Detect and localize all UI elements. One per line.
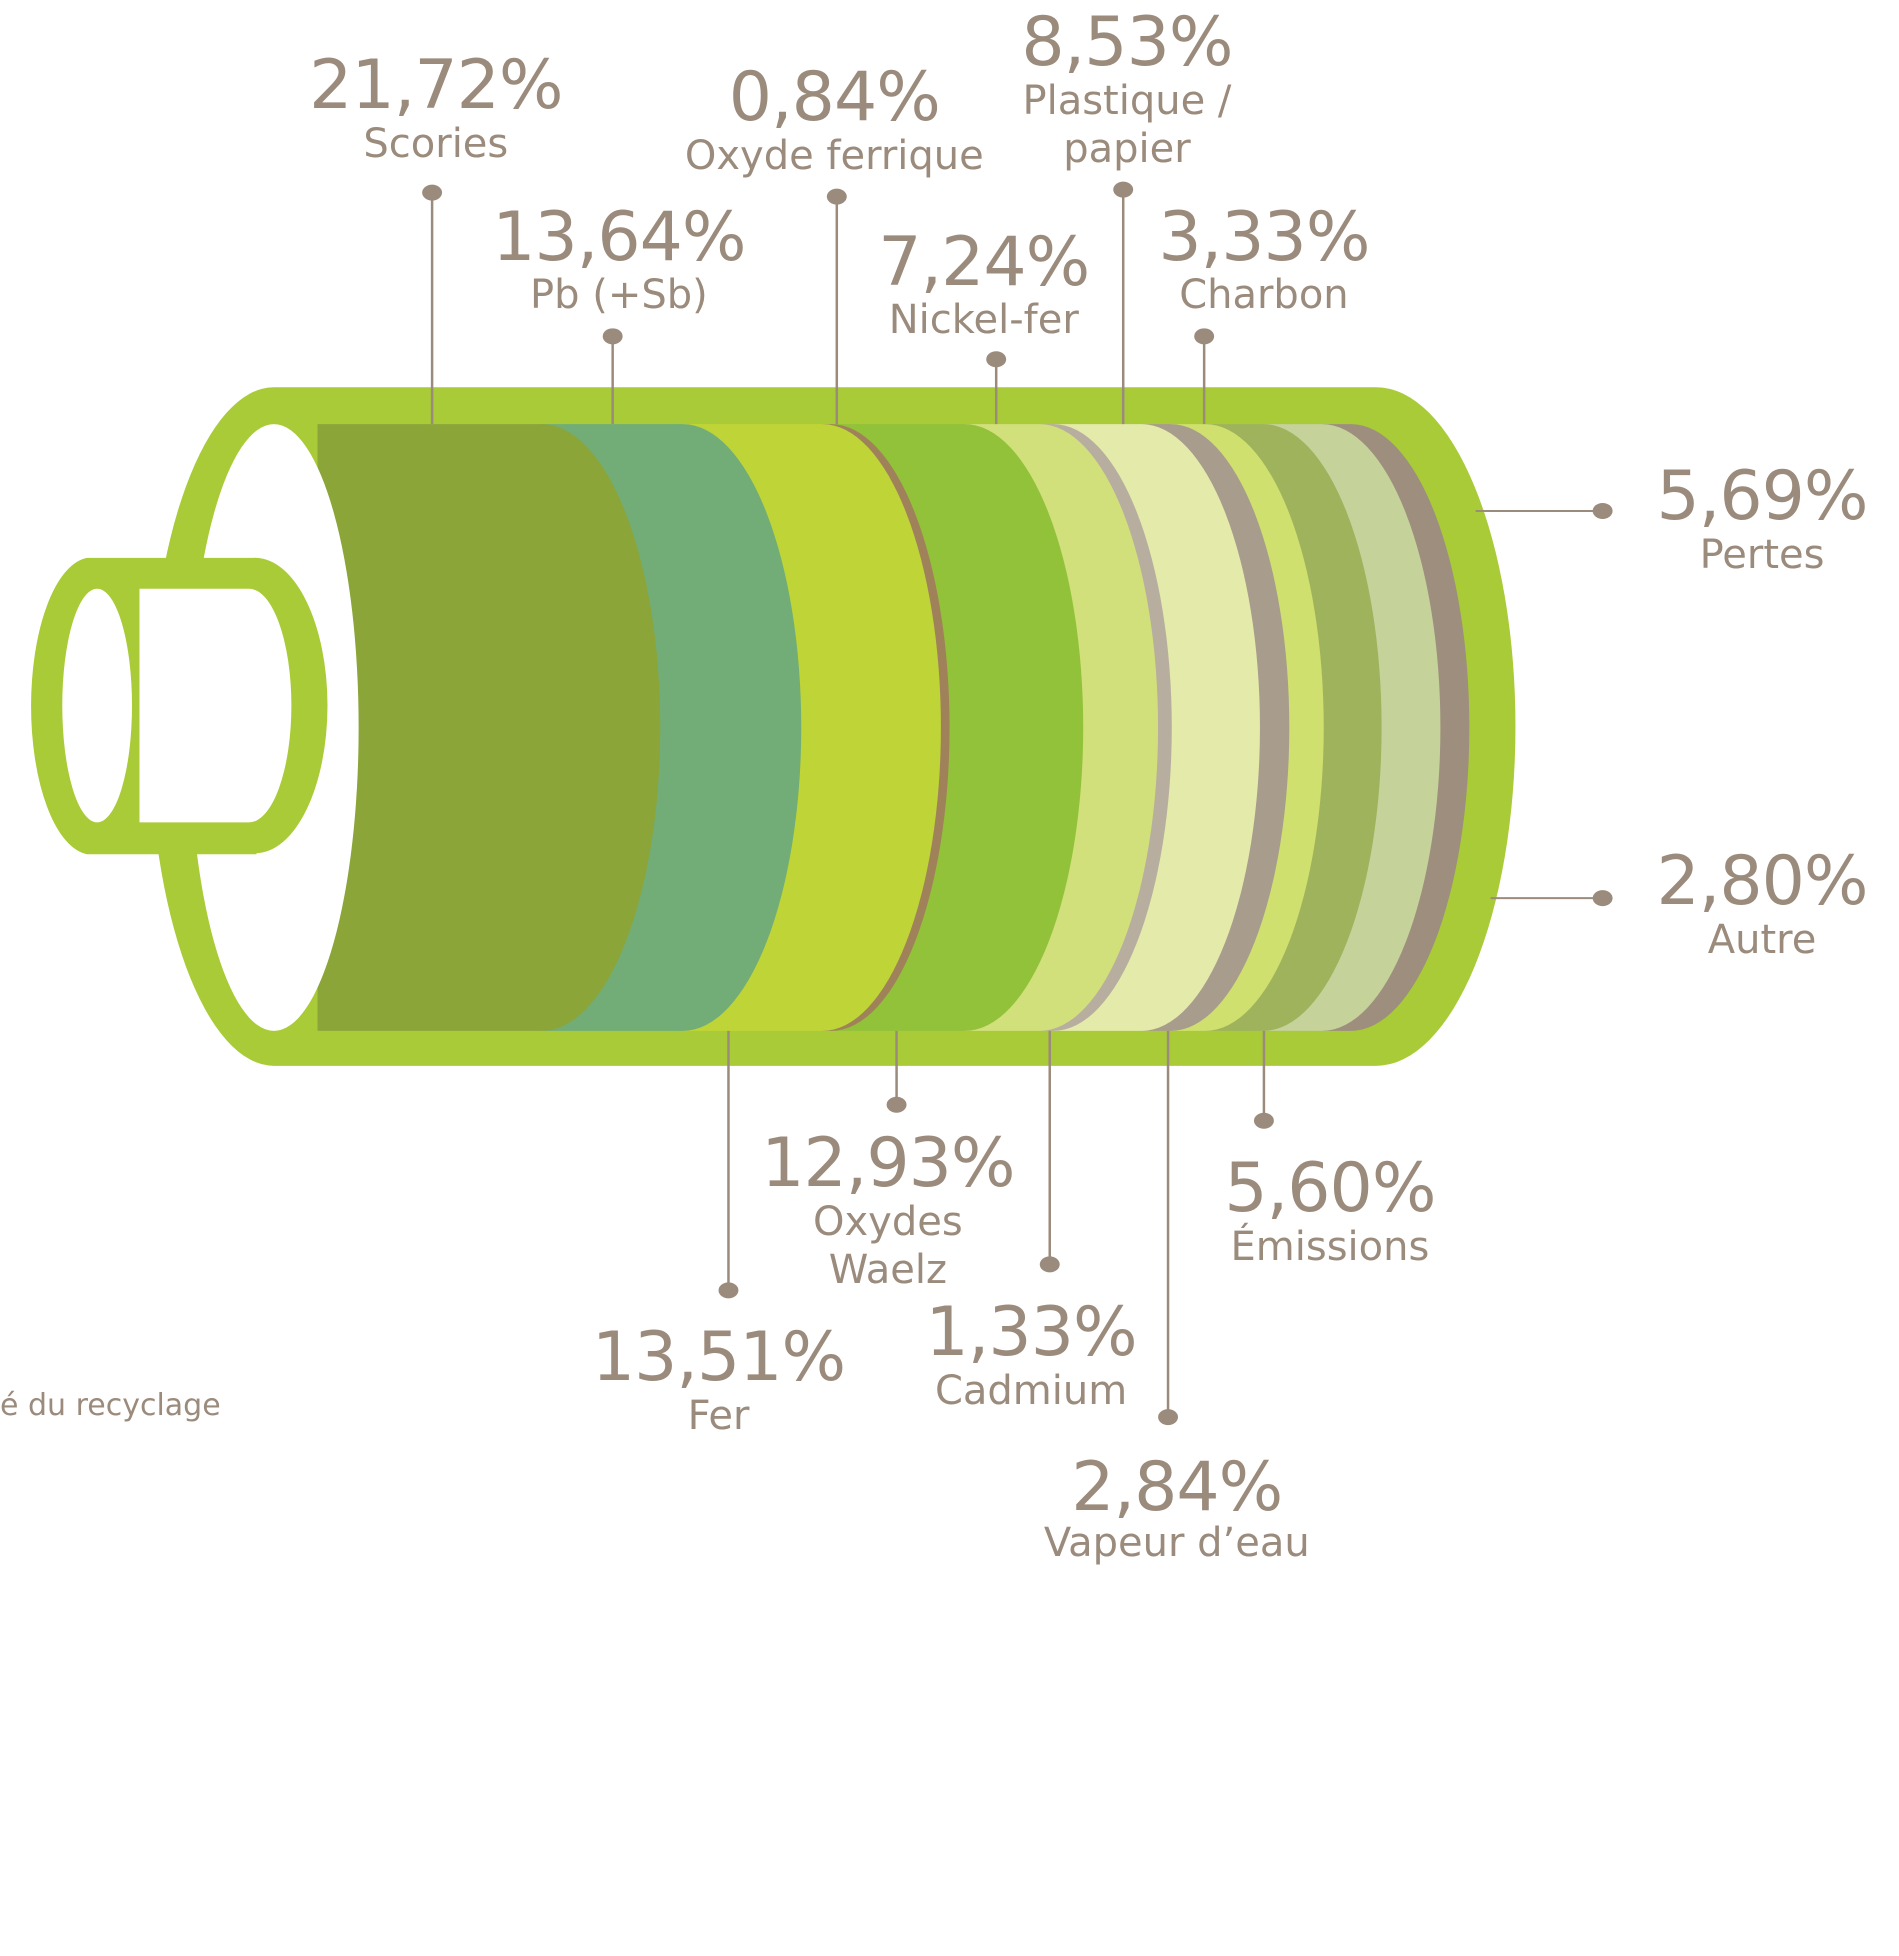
value-label: 7,24% (878, 229, 1089, 297)
leader-dot (1593, 890, 1613, 906)
leader-dot (1158, 1409, 1178, 1425)
value-label: 12,93% (761, 1130, 1014, 1198)
value-label: 2,80% (1657, 848, 1868, 916)
category-label: Oxydes Waelz (813, 1198, 963, 1294)
leader-dot (887, 1097, 907, 1113)
leader-dot (1040, 1256, 1060, 1272)
category-label: Vapeur d’eau (1044, 1519, 1310, 1567)
leader-dot (603, 328, 623, 344)
category-label: Cadmium (935, 1367, 1127, 1415)
category-label: Fer (688, 1392, 750, 1440)
leader-dot (1593, 503, 1613, 519)
segment (318, 424, 661, 1031)
value-label: 0,84% (729, 64, 940, 132)
category-label: Pertes (1700, 531, 1825, 579)
leader-dot (422, 185, 442, 201)
caption: é du recyclage (0, 1388, 221, 1423)
leader-dot (719, 1282, 739, 1298)
value-label: 2,84% (1071, 1454, 1282, 1522)
value-label: 21,72% (309, 52, 562, 120)
category-label: Émissions (1231, 1223, 1430, 1271)
category-label: Pb (+Sb) (530, 271, 708, 319)
leader-dot (986, 351, 1006, 367)
leader-dot (1194, 328, 1214, 344)
category-label: Charbon (1179, 271, 1348, 319)
category-label: Scories (363, 120, 508, 168)
segments (318, 424, 1470, 1031)
leader-dot (1113, 182, 1133, 198)
category-label: Autre (1708, 916, 1817, 964)
value-label: 3,33% (1158, 204, 1369, 272)
value-label: 5,69% (1657, 463, 1868, 531)
terminal-inner (139, 589, 291, 823)
page: {"chart_data": {"type": "battery", "cate… (0, 0, 1899, 1956)
value-label: 8,53% (1021, 9, 1232, 77)
category-label: Nickel-fer (889, 296, 1079, 344)
value-label: 13,64% (492, 204, 745, 272)
value-label: 1,33% (926, 1299, 1137, 1367)
terminal-hole (62, 589, 132, 823)
value-label: 5,60% (1224, 1155, 1435, 1223)
value-label: 13,51% (592, 1324, 845, 1392)
category-label: Plastique / papier (1022, 77, 1231, 173)
category-label: Oxyde ferrique (685, 132, 984, 180)
leader-dot (827, 189, 847, 205)
leader-dot (1254, 1113, 1274, 1129)
